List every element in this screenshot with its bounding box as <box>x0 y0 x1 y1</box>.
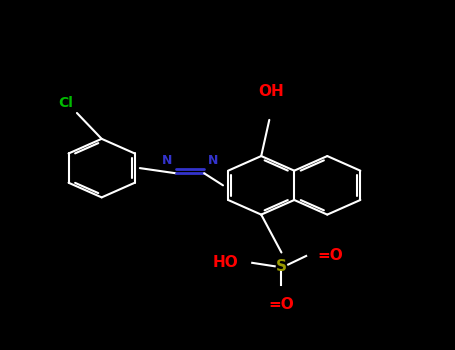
Text: =O: =O <box>318 248 343 264</box>
Text: S: S <box>276 259 287 274</box>
Text: Cl: Cl <box>58 96 73 110</box>
Text: OH: OH <box>259 84 284 99</box>
Text: N: N <box>208 154 218 167</box>
Text: =O: =O <box>268 296 294 312</box>
Text: HO: HO <box>213 256 239 270</box>
Text: N: N <box>162 154 172 167</box>
